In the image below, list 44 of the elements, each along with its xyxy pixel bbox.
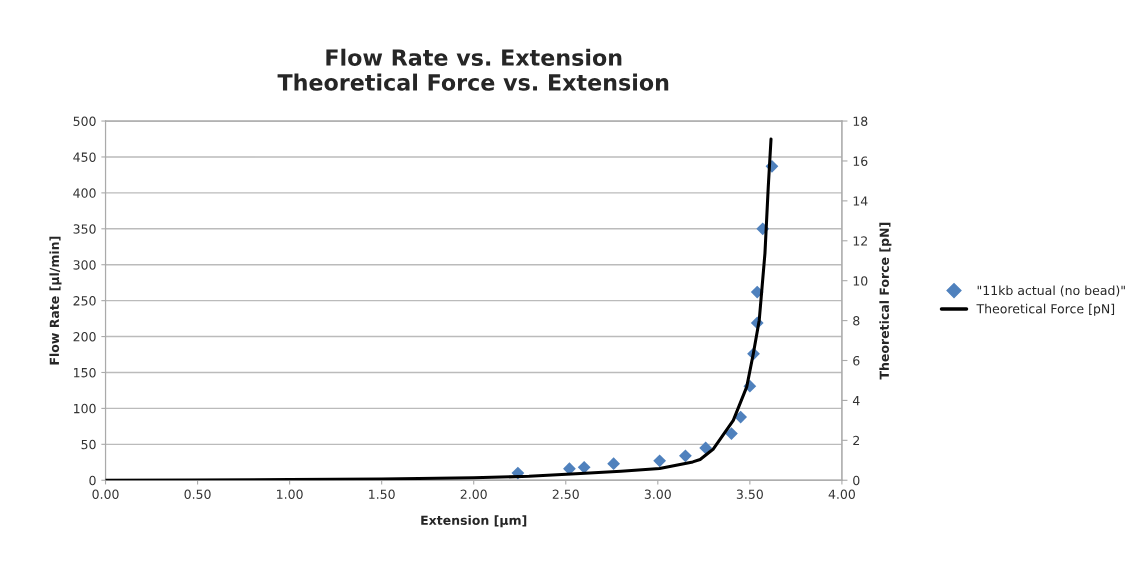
y-tick-label: 250 [73,296,96,306]
y-tick-label: 200 [73,332,96,342]
y-tick-label: 450 [73,152,96,162]
x-tick-label: 0.00 [92,489,119,499]
y-tick-label: 100 [74,403,96,414]
x-tick-label: 2.50 [552,489,579,499]
y2-tick-label: 16 [853,156,868,166]
chart-title: Flow Rate vs. Extension Theoretical Force vs. Extension [277,48,669,91]
y-tick-label: 400 [73,188,96,198]
x-tick-label: 4.00 [828,489,855,499]
line-series [105,137,773,481]
y-tick-label: 50 [81,439,96,450]
point [699,441,713,455]
y2-tick-label: 8 [853,316,860,326]
point [679,449,692,463]
y-axis-title: Flow Rate [µl/min] [49,236,62,365]
x-tick-label: 3.00 [644,489,671,499]
y2-tick-label: 0 [853,475,860,486]
x-tick-label: 1.50 [369,489,395,499]
x-tick-label: 3.50 [736,489,763,499]
point [653,454,667,468]
x-tick-label: 0.50 [184,489,211,499]
y2-tick-label: 2 [853,435,860,446]
y2-tick-label: 12 [853,236,867,246]
point [607,457,621,471]
point [725,427,738,440]
y2-axis-title: Theoretical Force [pN] [879,222,892,380]
y-tick-label: 300 [73,260,96,270]
y-tick-label: 150 [74,367,96,378]
x-axis-title: Extension [µm] [421,515,527,528]
y-tick-label: 350 [73,224,96,234]
y2-tick-label: 4 [852,396,860,406]
point [734,410,748,424]
legend-label: "11kb actual (no bead)" [977,285,1125,297]
y-tick-label: 500 [73,116,96,126]
y2-tick-label: 18 [853,116,868,126]
point [577,460,591,474]
x-tick-label: 2.00 [460,489,487,499]
y2-tick-label: 14 [853,196,868,206]
y-tick-label: 0 [89,475,96,486]
y2-tick-label: 10 [853,276,868,286]
x-tick-label: 1.00 [277,489,303,499]
y2-tick-label: 6 [853,355,860,366]
legend-label: Theoretical Force [pN] [976,303,1115,316]
